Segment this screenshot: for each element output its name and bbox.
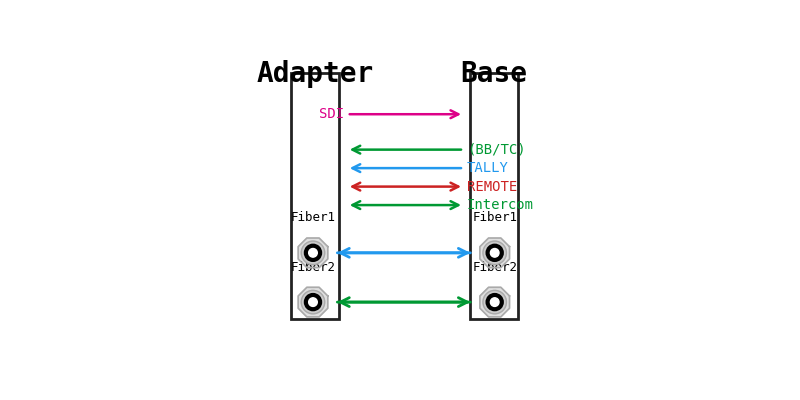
Circle shape <box>302 290 325 314</box>
Polygon shape <box>298 238 328 268</box>
Circle shape <box>302 241 325 264</box>
Circle shape <box>490 248 499 257</box>
Polygon shape <box>298 287 328 317</box>
Circle shape <box>305 245 321 261</box>
Text: Fiber1: Fiber1 <box>290 212 335 224</box>
Polygon shape <box>480 238 510 268</box>
Text: TALLY: TALLY <box>467 161 509 175</box>
Circle shape <box>486 294 502 310</box>
FancyBboxPatch shape <box>291 73 339 319</box>
Text: Fiber2: Fiber2 <box>472 261 518 274</box>
Circle shape <box>305 294 321 310</box>
Circle shape <box>486 245 502 261</box>
Text: REMOTE: REMOTE <box>467 180 518 194</box>
FancyBboxPatch shape <box>470 73 518 319</box>
Circle shape <box>309 248 318 257</box>
Text: SDI: SDI <box>318 107 344 121</box>
Circle shape <box>490 298 499 306</box>
Text: Fiber2: Fiber2 <box>290 261 335 274</box>
Circle shape <box>309 298 318 306</box>
Text: (BB/TC): (BB/TC) <box>467 143 526 157</box>
Polygon shape <box>480 287 510 317</box>
Circle shape <box>483 290 506 314</box>
Text: Adapter: Adapter <box>257 60 374 88</box>
Text: Base: Base <box>461 60 527 88</box>
Text: Intercom: Intercom <box>467 198 534 212</box>
Circle shape <box>483 241 506 264</box>
Text: Fiber1: Fiber1 <box>472 212 518 224</box>
